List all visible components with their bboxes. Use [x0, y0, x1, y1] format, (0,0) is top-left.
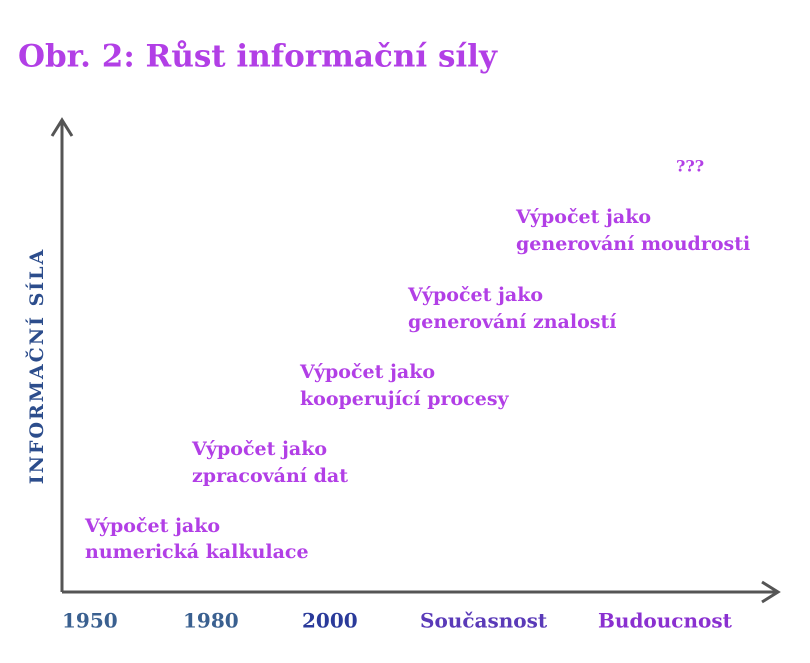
stage-line: Výpočet jako — [191, 438, 327, 460]
x-label: 1980 — [183, 609, 239, 633]
stage-line: zpracování dat — [192, 465, 348, 487]
stage-line: Výpočet jako — [299, 361, 435, 383]
stage-line: Výpočet jako — [84, 515, 220, 537]
title: Obr. 2: Růst informační síly — [18, 39, 498, 75]
x-label: Současnost — [420, 609, 548, 633]
x-label: Budoucnost — [598, 609, 733, 633]
x-label: 2000 — [302, 609, 358, 633]
y-axis-label: INFORMAČNÍ SÍLA — [25, 248, 48, 485]
x-arrow — [761, 580, 781, 604]
stage-line: Výpočet jako — [407, 284, 543, 306]
stage-line: Výpočet jako — [515, 206, 651, 228]
y-arrow — [50, 117, 74, 137]
axes — [50, 117, 781, 604]
x-label: 1950 — [62, 609, 118, 633]
stage-line: generování znalostí — [408, 311, 617, 333]
stage-line: generování moudrosti — [516, 233, 750, 255]
stage-line: numerická kalkulace — [85, 541, 309, 563]
future: ??? — [676, 157, 704, 176]
stage-line: kooperující procesy — [300, 388, 510, 410]
